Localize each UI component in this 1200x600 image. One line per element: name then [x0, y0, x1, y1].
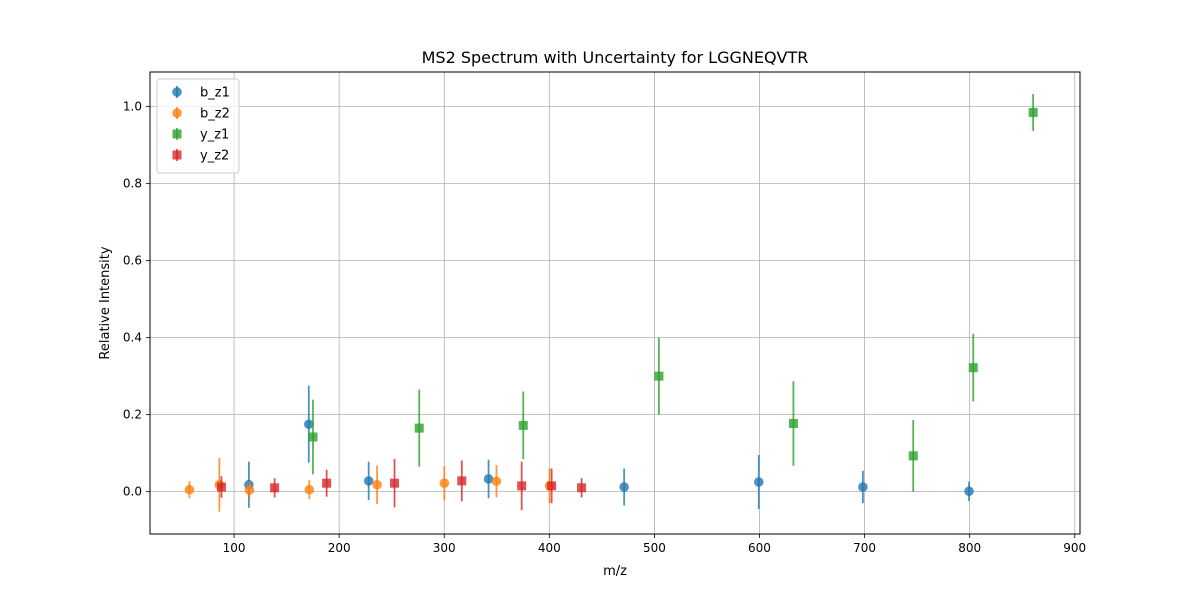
data-point: [547, 481, 557, 491]
data-point: [654, 371, 664, 381]
data-point: [439, 478, 450, 488]
data-point: [308, 432, 318, 442]
data-point: [517, 481, 527, 491]
x-tick-label: 500: [643, 541, 666, 555]
legend-entry-y-z1: y_z1: [172, 128, 229, 143]
legend: b_z1 b_z2 y_z1 y_z2: [156, 78, 240, 174]
legend-marker: [172, 87, 182, 97]
data-point: [304, 484, 315, 495]
grid: [150, 72, 1080, 534]
legend-entry-y-z2: y_z2: [172, 149, 229, 164]
x-tick-label: 400: [538, 541, 561, 555]
data-point: [303, 419, 314, 430]
y-tick-label: 0.4: [123, 331, 142, 345]
legend-label: b_z2: [200, 107, 230, 122]
x-tick-label: 300: [433, 541, 456, 555]
legend-entry-b-z1: b_z1: [172, 86, 230, 101]
data-point: [858, 482, 868, 492]
y-tick-label: 1.0: [123, 100, 142, 114]
plot-frame: [149, 71, 1081, 535]
data-point: [414, 423, 424, 433]
y-tick-label: 0.8: [123, 177, 142, 191]
x-tick-label: 200: [328, 541, 351, 555]
data-point: [244, 485, 255, 495]
legend-marker: [172, 150, 182, 160]
y-tick-label: 0.2: [123, 408, 142, 422]
data-point: [577, 483, 587, 493]
x-tick-label: 700: [853, 541, 876, 555]
legend-entry-b-z2: b_z2: [172, 107, 230, 122]
data-point: [518, 420, 528, 430]
legend-marker: [172, 108, 182, 118]
data-point: [363, 476, 374, 486]
y-tick-label: 0.6: [123, 254, 142, 268]
legend-marker: [172, 129, 182, 139]
legend-label: y_z2: [200, 149, 229, 164]
legend-label: b_z1: [200, 86, 230, 101]
data-point: [457, 476, 467, 486]
data-point: [1028, 107, 1038, 117]
data-point: [372, 479, 382, 490]
x-tick-label: 800: [958, 541, 981, 555]
data-point: [753, 477, 764, 487]
data-point: [184, 484, 195, 495]
data-point: [968, 363, 978, 373]
x-tick-label: 900: [1063, 541, 1086, 555]
y-tick-label: 0.0: [123, 485, 142, 499]
chart-title: MS2 Spectrum with Uncertainty for LGGNEQ…: [422, 48, 809, 67]
data-point: [270, 483, 280, 493]
data-point: [390, 478, 400, 488]
x-axis-label: m/z: [603, 564, 627, 579]
x-tick-label: 600: [748, 541, 771, 555]
data-point: [483, 474, 494, 484]
y-axis-label: Relative Intensity: [98, 246, 113, 359]
data-point: [491, 476, 502, 487]
axis-ticks: 100 200 300 400 500 600 700 800 900 0.0 0.2 0.4 0.6 0…: [123, 100, 1086, 555]
data-point: [216, 482, 226, 492]
legend-label: y_z1: [200, 128, 229, 143]
data-point: [964, 486, 974, 497]
data-point: [619, 482, 629, 492]
series-y-z2: [216, 458, 587, 511]
data-point: [788, 419, 798, 429]
data-point: [908, 451, 918, 461]
data-point: [322, 478, 332, 488]
series-y-z1: [308, 93, 1038, 492]
series-layer: [184, 93, 1038, 512]
x-tick-label: 100: [223, 541, 246, 555]
